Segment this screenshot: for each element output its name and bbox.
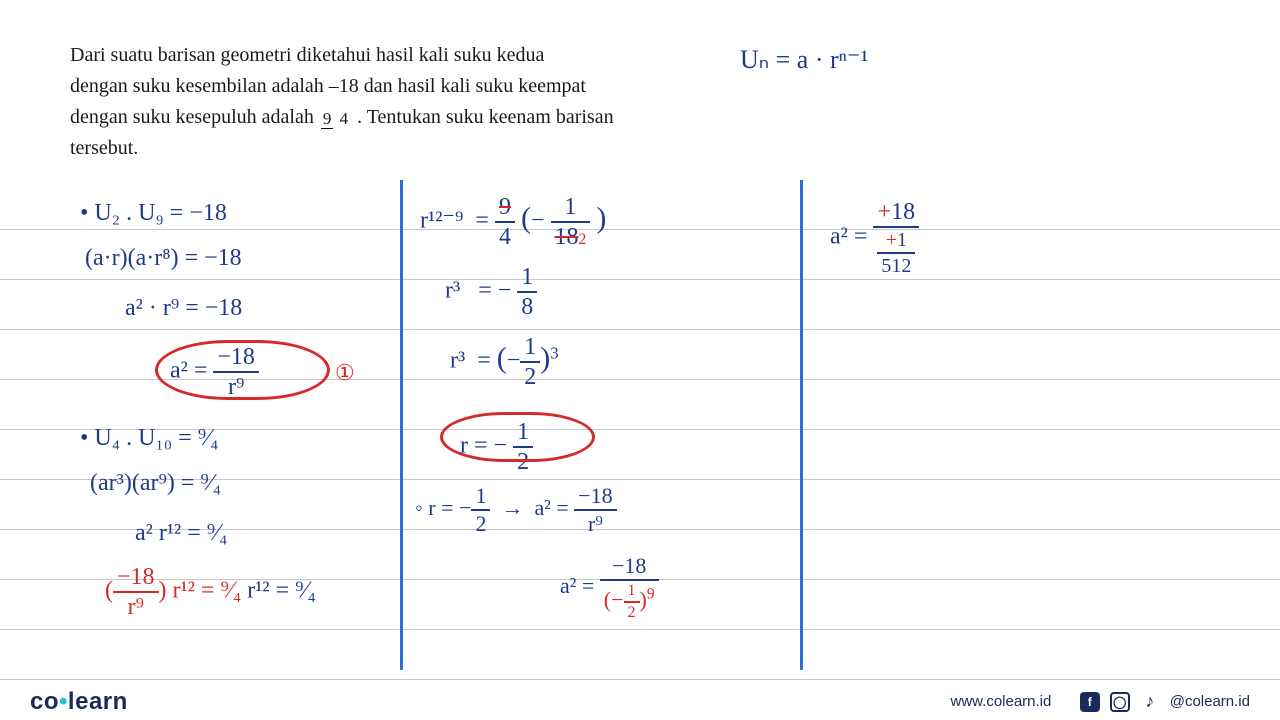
column-separator-1 — [400, 180, 403, 670]
problem-statement: Dari suatu barisan geometri diketahui ha… — [70, 40, 630, 164]
formula-un: Uₙ = a · rⁿ⁻¹ — [740, 45, 868, 75]
c1-l1: • U₂ . U₉ = −18 — [80, 200, 227, 227]
c1-l2: (a·r)(a·r⁸) = −18 — [85, 245, 242, 272]
footer: co•learn www.colearn.id f ◯ ♪ @colearn.i… — [0, 682, 1280, 720]
circle-eq1 — [155, 340, 330, 400]
c1-l7: a² r¹² = ⁹⁄₄ — [135, 520, 228, 547]
c1-l3: a² · r⁹ = −18 — [125, 295, 242, 322]
c2-l2: r³ = − 1 8 — [445, 265, 537, 319]
facebook-icon: f — [1080, 692, 1100, 712]
problem-fraction: 9 4 — [321, 110, 350, 127]
problem-line1: Dari suatu barisan geometri diketahui ha… — [70, 44, 544, 66]
c2-l3: r³ = (− 1 2 )3 — [450, 335, 559, 389]
c2-l6: a² = −18 (− 1 2 )9 — [560, 555, 659, 621]
instagram-icon: ◯ — [1110, 692, 1130, 712]
problem-line4: tersebut. — [70, 137, 138, 159]
footer-right: www.colearn.id f ◯ ♪ @colearn.id — [950, 692, 1250, 712]
c1-l5: • U₄ . U₁₀ = ⁹⁄₄ — [80, 425, 218, 452]
problem-line2: dengan suku kesembilan adalah –18 dan ha… — [70, 75, 586, 97]
circ1-label: ① — [335, 360, 355, 386]
footer-handle: @colearn.id — [1170, 693, 1250, 710]
logo: co•learn — [30, 688, 128, 716]
c3-l1: a² = +18 +1 512 — [830, 200, 919, 276]
problem-line3a: dengan suku kesepuluh adalah — [70, 106, 319, 128]
footer-url: www.colearn.id — [950, 693, 1051, 710]
c1-l8: ( −18 r⁹ ) r¹² = ⁹⁄₄ r¹² = ⁹⁄₄ — [105, 565, 316, 619]
c1-l6: (ar³)(ar⁹) = ⁹⁄₄ — [90, 470, 221, 497]
tiktok-icon: ♪ — [1140, 692, 1160, 712]
circle-r — [440, 412, 595, 462]
problem-line3b: . Tentukan suku keenam barisan — [357, 106, 614, 128]
column-separator-2 — [800, 180, 803, 670]
c2-l1: r¹²⁻⁹ = 9 4 (− 1 182 ) — [420, 195, 606, 249]
c2-l5: ◦ r = − 1 2 → a² = −18 r⁹ — [415, 485, 617, 535]
